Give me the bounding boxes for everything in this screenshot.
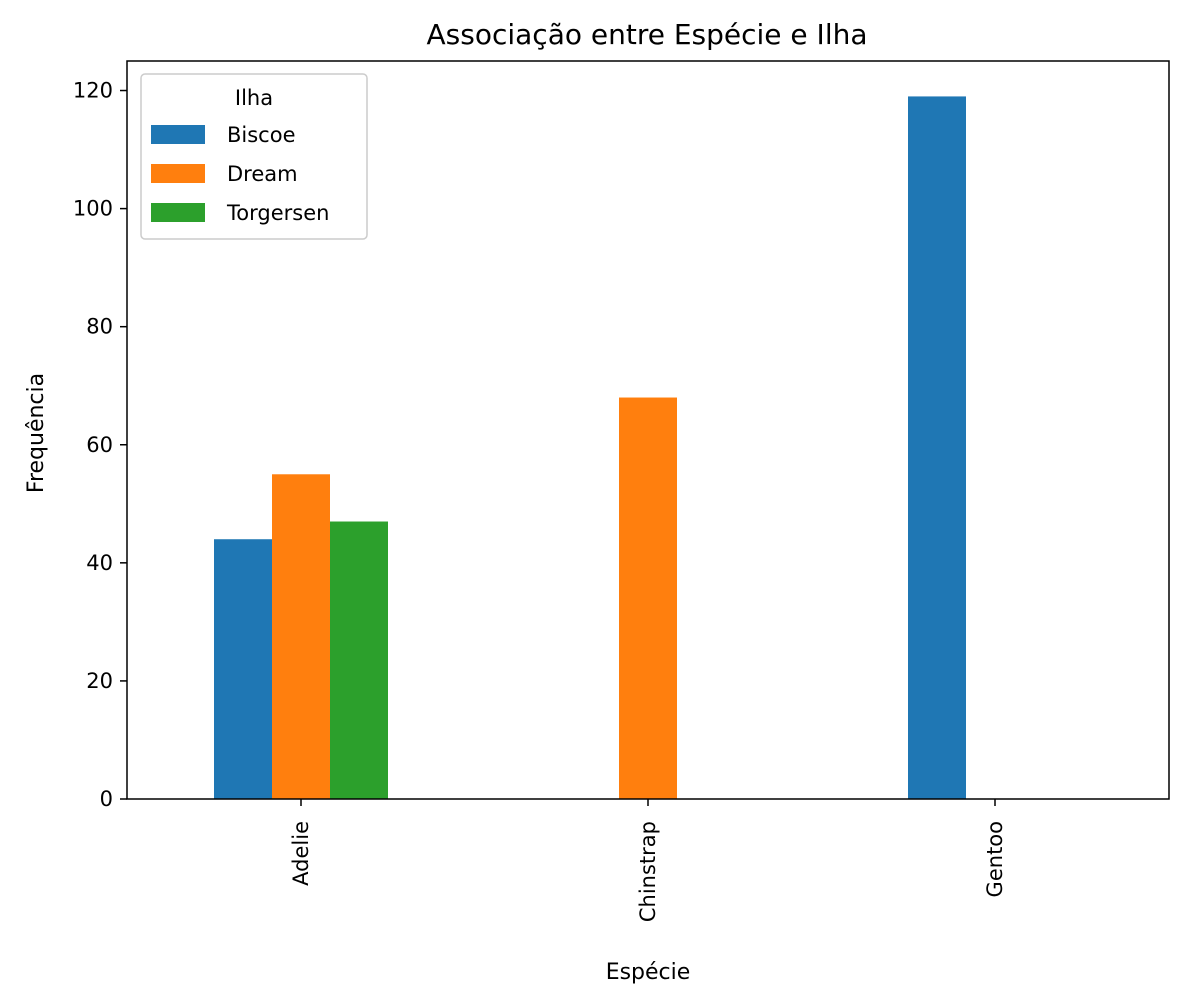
legend: Ilha Biscoe Dream Torgersen bbox=[140, 73, 368, 240]
y-tick-label: 40 bbox=[86, 551, 113, 575]
y-tick-label: 120 bbox=[73, 79, 113, 103]
y-tick-label: 60 bbox=[86, 433, 113, 457]
legend-label-dream: Dream bbox=[227, 162, 298, 186]
x-tick-label-chinstrap: Chinstrap bbox=[636, 821, 660, 922]
y-tick-label: 100 bbox=[73, 197, 113, 221]
bar-adelie-torgersen bbox=[330, 521, 388, 799]
legend-swatch-torgersen bbox=[151, 203, 205, 222]
chart-title: Associação entre Espécie e Ilha bbox=[427, 18, 868, 51]
x-tick-label-adelie: Adelie bbox=[289, 821, 313, 886]
legend-swatch-biscoe bbox=[151, 125, 205, 144]
legend-title: Ilha bbox=[235, 86, 273, 110]
x-axis-ticks: Adelie Chinstrap Gentoo bbox=[289, 799, 1007, 922]
legend-label-torgersen: Torgersen bbox=[226, 201, 329, 225]
bars-group bbox=[214, 96, 966, 799]
y-axis-label: Frequência bbox=[24, 373, 49, 493]
y-tick-label: 0 bbox=[100, 787, 113, 811]
x-axis-label: Espécie bbox=[606, 960, 691, 985]
bar-adelie-dream bbox=[272, 474, 330, 799]
bar-adelie-biscoe bbox=[214, 539, 272, 799]
x-tick-label-gentoo: Gentoo bbox=[983, 821, 1007, 897]
y-tick-label: 20 bbox=[86, 669, 113, 693]
legend-label-biscoe: Biscoe bbox=[227, 123, 296, 147]
legend-swatch-dream bbox=[151, 164, 205, 183]
legend-box bbox=[140, 73, 368, 240]
bar-gentoo-biscoe bbox=[908, 96, 966, 799]
y-axis-ticks: 0 20 40 60 80 100 120 bbox=[73, 79, 127, 811]
bar-chinstrap-dream bbox=[619, 397, 677, 799]
plot-area-frame bbox=[126, 60, 1170, 800]
y-tick-label: 80 bbox=[86, 315, 113, 339]
legend-items: Biscoe Dream Torgersen bbox=[151, 123, 329, 225]
